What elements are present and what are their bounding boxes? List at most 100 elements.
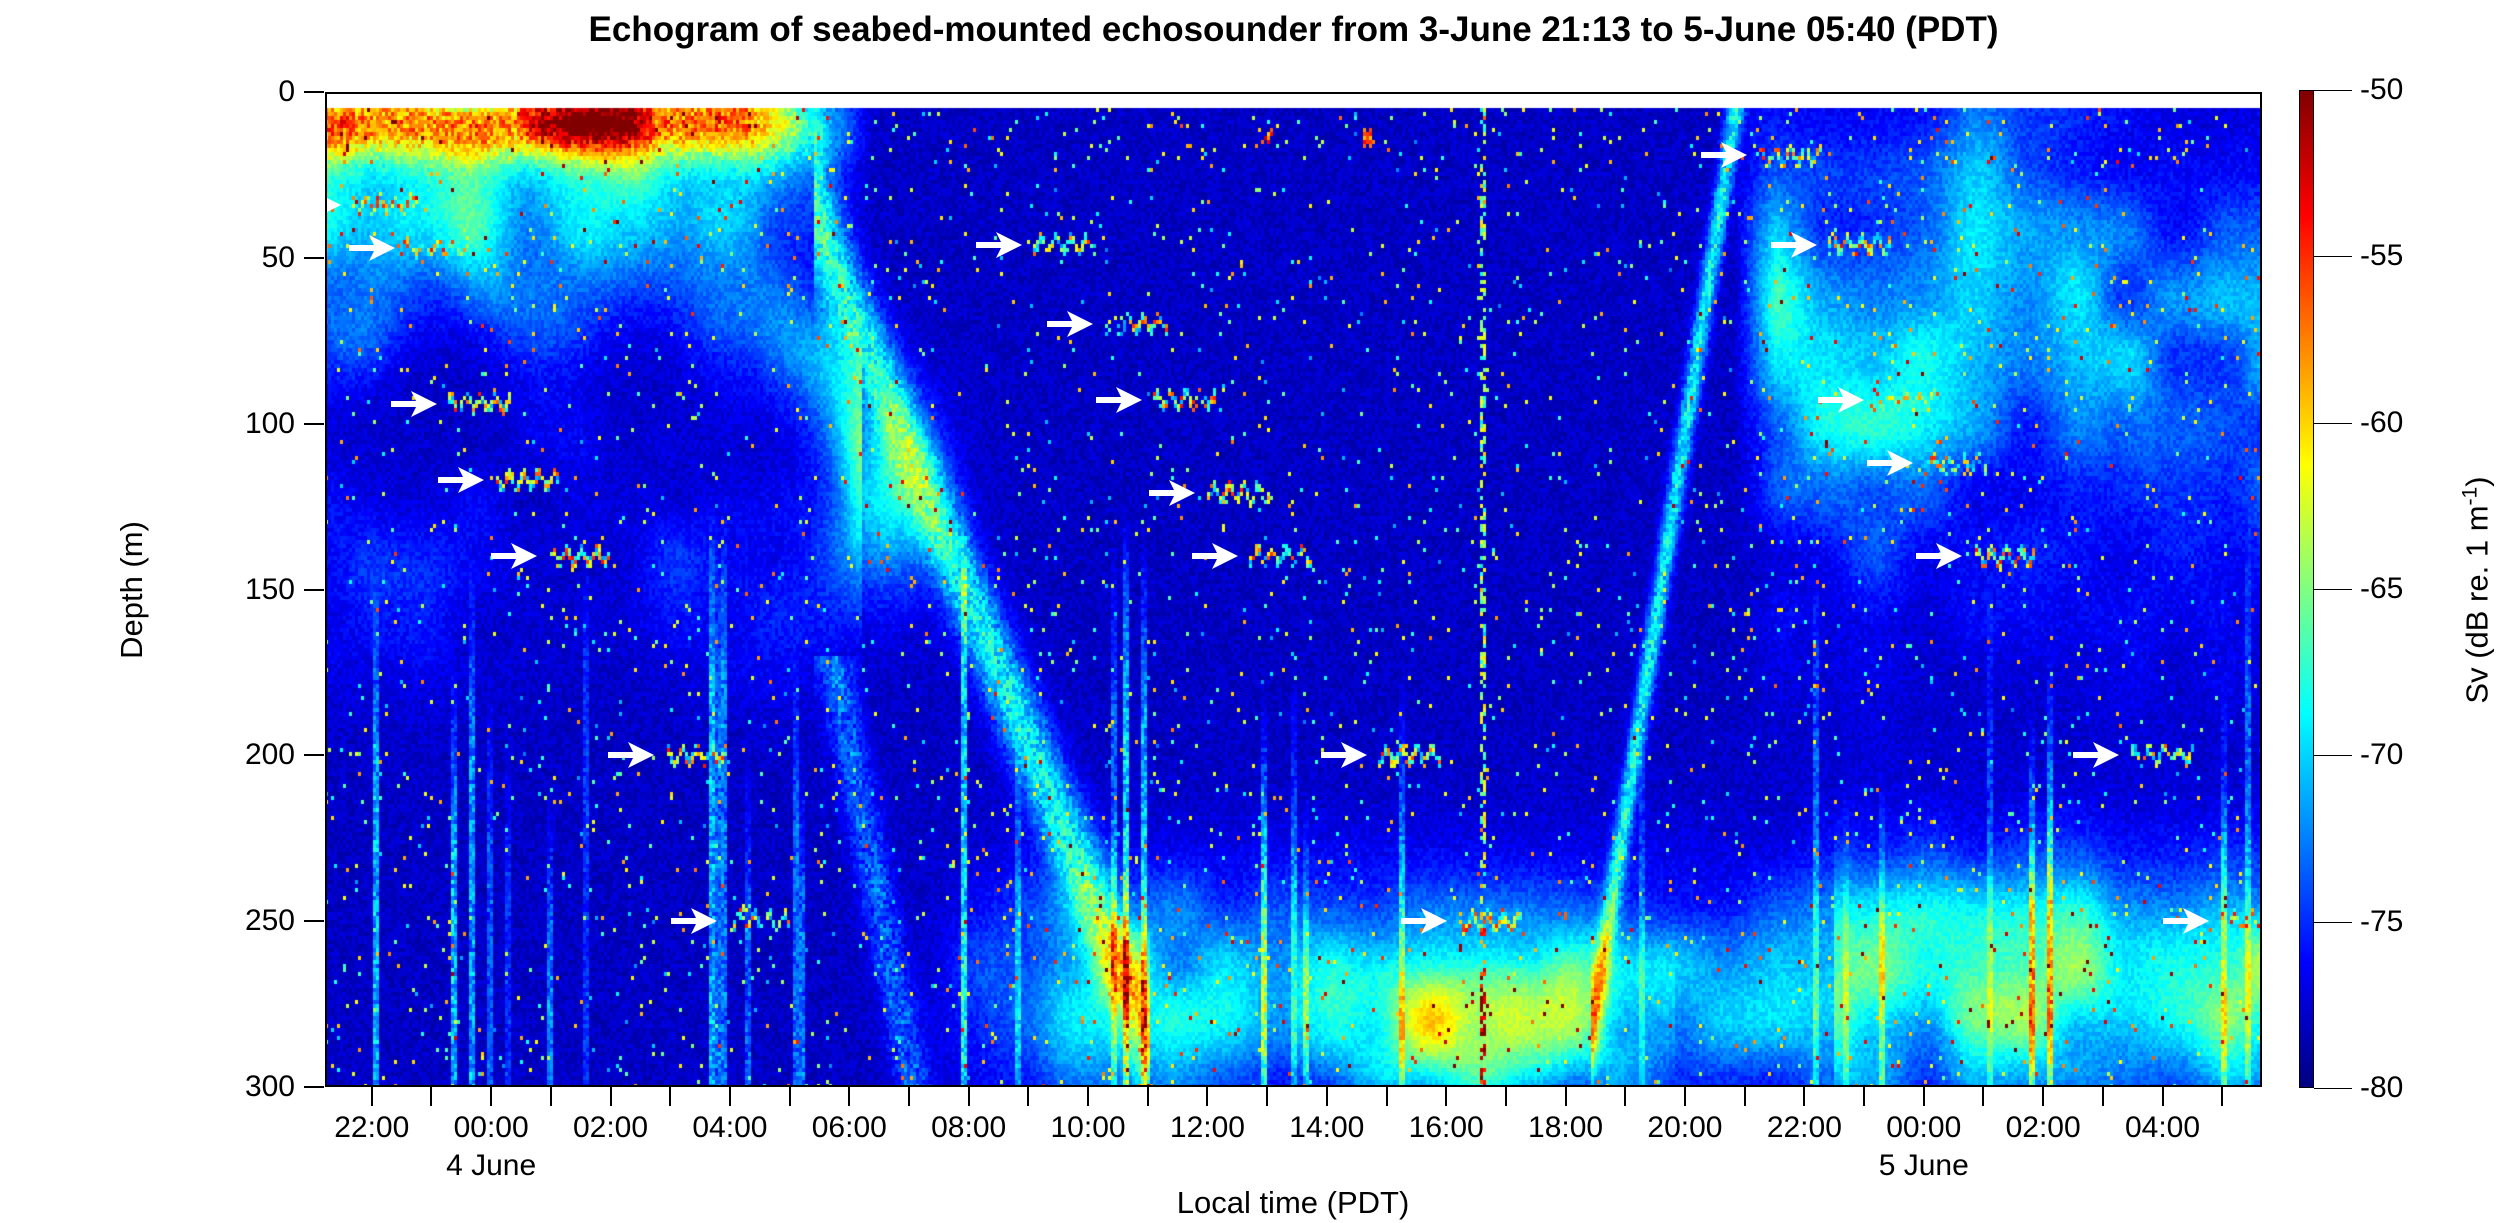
x-tick-label: 10:00 — [1050, 1111, 1126, 1144]
x-tick-mark — [549, 1087, 552, 1106]
fish-school-arrow — [1095, 387, 1142, 414]
y-tick-mark — [304, 920, 324, 923]
y-tick-label: 50 — [261, 240, 295, 274]
fish-school-arrow — [325, 196, 342, 213]
x-tick-mark — [1803, 1087, 1806, 1106]
page-title: Echogram of seabed-mounted echosounder f… — [588, 10, 1999, 49]
fish-school-arrow — [1700, 142, 1747, 169]
x-tick-mark — [1206, 1087, 1209, 1106]
fish-school-arrow — [1320, 742, 1367, 769]
echogram-plot-area — [325, 92, 2262, 1087]
x-tick-label: 22:00 — [334, 1111, 410, 1144]
x-tick-mark — [2101, 1087, 2104, 1106]
colorbar-tick-mark — [2314, 589, 2352, 590]
x-tick-label: 18:00 — [1528, 1111, 1604, 1144]
x-tick-mark — [1266, 1087, 1269, 1106]
x-tick-label: 12:00 — [1169, 1111, 1245, 1144]
x-tick-mark — [1863, 1087, 1866, 1106]
colorbar-tick-label: -65 — [2360, 572, 2404, 605]
x-axis-label: Local time (PDT) — [1176, 1185, 1410, 1220]
y-tick-label: 250 — [244, 904, 295, 938]
x-tick-label: 00:00 — [453, 1111, 529, 1144]
fish-school-arrow — [348, 234, 395, 261]
x-tick-mark — [728, 1087, 731, 1106]
fish-school-arrow — [1770, 231, 1817, 258]
fish-school-arrow — [1191, 543, 1238, 570]
y-tick-label: 0 — [278, 75, 295, 108]
x-tick-label: 14:00 — [1289, 1111, 1365, 1144]
x-tick-label: 02:00 — [572, 1111, 649, 1144]
x-tick-label: 22:00 — [1766, 1111, 1842, 1144]
colorbar-tick-label: -50 — [2360, 73, 2404, 106]
y-tick-mark — [304, 754, 324, 757]
x-tick-mark — [2221, 1087, 2224, 1106]
x-tick-label: 16:00 — [1408, 1111, 1484, 1144]
colorbar-tick-mark — [2314, 755, 2352, 757]
fish-school-arrow — [1400, 908, 1447, 935]
colorbar-tick-label: -55 — [2360, 239, 2404, 273]
y-tick-mark — [304, 588, 324, 591]
x-tick-label: 20:00 — [1647, 1111, 1723, 1144]
x-tick-mark — [609, 1087, 612, 1106]
y-tick-label: 300 — [244, 1070, 295, 1103]
fish-school-arrow — [437, 467, 484, 494]
y-tick-mark — [304, 256, 324, 259]
fish-school-arrow — [607, 742, 654, 769]
x-tick-mark — [2161, 1087, 2164, 1106]
fish-school-arrow — [1866, 450, 1913, 477]
x-tick-label: 00:00 — [1886, 1111, 1962, 1144]
colorbar-tick-mark — [2314, 256, 2352, 258]
date-label: 5 June — [1878, 1149, 1969, 1182]
x-tick-mark — [2042, 1087, 2045, 1106]
colorbar-label: Sv (dB re. 1 m-1) — [2458, 476, 2495, 704]
x-tick-mark — [1027, 1087, 1030, 1106]
colorbar — [2299, 90, 2314, 1088]
y-tick-mark — [304, 422, 324, 425]
fish-school-arrow — [1046, 311, 1093, 338]
date-label: 4 June — [446, 1149, 537, 1182]
x-tick-mark — [1624, 1087, 1627, 1106]
x-tick-label: 04:00 — [692, 1111, 768, 1144]
y-tick-mark — [304, 1086, 324, 1088]
x-tick-mark — [1385, 1087, 1388, 1106]
echogram-heatmap — [325, 92, 2262, 1087]
colorbar-tick-mark — [2314, 1088, 2352, 1089]
colorbar-tick-mark — [2314, 921, 2352, 923]
fish-school-arrow — [1915, 543, 1962, 570]
fish-school-arrow — [391, 390, 438, 417]
x-tick-mark — [1683, 1087, 1686, 1106]
x-tick-mark — [967, 1087, 970, 1106]
x-tick-mark — [907, 1087, 910, 1106]
y-tick-label: 100 — [244, 406, 295, 440]
x-tick-mark — [1743, 1087, 1746, 1106]
colorbar-tick-label: -70 — [2360, 738, 2404, 772]
fish-school-arrow — [2073, 742, 2120, 769]
y-tick-label: 150 — [244, 572, 295, 606]
fish-school-arrow — [2163, 908, 2210, 935]
fish-school-arrow — [671, 908, 718, 935]
x-tick-mark — [490, 1087, 493, 1106]
x-tick-label: 04:00 — [2124, 1111, 2201, 1144]
colorbar-tick-label: -60 — [2360, 405, 2404, 439]
fish-school-arrow — [490, 543, 537, 570]
colorbar-tick-mark — [2314, 90, 2352, 91]
x-tick-mark — [848, 1087, 851, 1106]
colorbar-tick-label: -80 — [2360, 1071, 2404, 1104]
x-tick-mark — [1922, 1087, 1925, 1106]
x-tick-mark — [430, 1087, 433, 1106]
x-tick-mark — [1504, 1087, 1507, 1106]
colorbar-tick-label: -75 — [2360, 904, 2404, 938]
x-tick-label: 08:00 — [931, 1111, 1007, 1144]
colorbar-tick-mark — [2314, 422, 2352, 424]
y-axis-label: Depth (m) — [114, 521, 149, 659]
x-tick-mark — [1146, 1087, 1149, 1106]
x-tick-mark — [1087, 1087, 1090, 1106]
x-tick-label: 06:00 — [811, 1111, 887, 1144]
x-tick-mark — [1982, 1087, 1985, 1106]
x-tick-mark — [370, 1087, 373, 1106]
y-tick-label: 200 — [244, 738, 295, 772]
x-tick-mark — [669, 1087, 672, 1106]
fish-school-arrow — [975, 231, 1022, 258]
x-tick-label: 02:00 — [2005, 1111, 2081, 1144]
